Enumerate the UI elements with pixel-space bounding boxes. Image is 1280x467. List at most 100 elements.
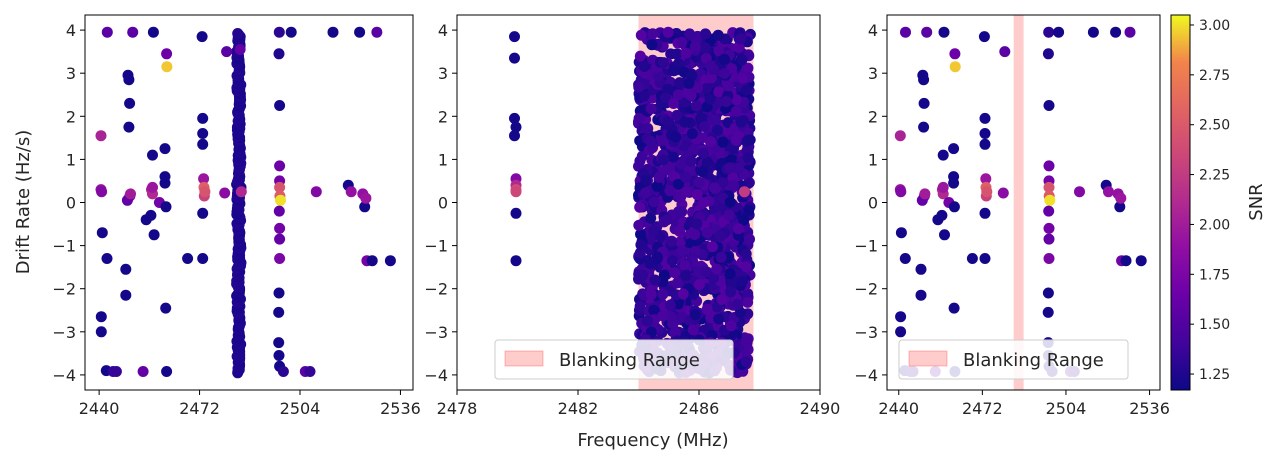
scatter-point (1135, 255, 1147, 267)
scatter-point (668, 65, 680, 77)
scatter-point (633, 219, 645, 231)
scatter-point (680, 47, 692, 59)
scatter-point (640, 175, 652, 187)
legend-blanking-zoom: Blanking Range (494, 339, 734, 380)
scatter-point (698, 197, 710, 209)
scatter-point (662, 116, 674, 128)
scatter-point (660, 163, 672, 175)
y-tick-label: −3 (424, 323, 448, 342)
colorbar-label: SNR (1246, 183, 1267, 220)
scatter-point (145, 209, 157, 221)
scatter-point (648, 196, 660, 208)
scatter-point (675, 236, 686, 248)
scatter-point (197, 128, 209, 139)
scatter-point (692, 266, 704, 277)
scatter-point (687, 324, 699, 336)
legend-box (898, 339, 1129, 380)
scatter-point (1043, 222, 1055, 234)
scatter-point (101, 253, 113, 264)
x-tick-label: 2504 (1046, 399, 1087, 418)
scatter-point (196, 31, 208, 43)
scatter-point (1043, 160, 1055, 172)
legend-swatch (908, 350, 948, 367)
scatter-point (354, 26, 366, 38)
scatter-point (360, 192, 372, 204)
y-tick-label: 3 (66, 64, 76, 83)
scatter-point (161, 48, 173, 60)
scatter-point (997, 187, 1009, 199)
scatter-point (724, 196, 736, 208)
scatter-point (743, 204, 755, 216)
scatter-point (647, 28, 659, 40)
y-tick-label: 2 (438, 107, 448, 126)
scatter-point (680, 269, 692, 281)
scatter-point (732, 223, 744, 235)
scatter-point (719, 68, 731, 80)
scatter-point (327, 26, 339, 38)
scatter-point (697, 166, 709, 178)
scatter-point (708, 272, 719, 284)
scatter-point (704, 93, 716, 105)
scatter-point (96, 186, 108, 198)
scatter-point (937, 181, 949, 193)
scatter-point (718, 53, 730, 65)
scatter-point (123, 121, 135, 133)
y-tick-label: −1 (854, 237, 878, 256)
legend-box (494, 339, 734, 380)
scatter-point (979, 207, 991, 219)
scatter-point (735, 116, 747, 128)
scatter-point (685, 155, 697, 167)
scatter-point (1044, 194, 1056, 206)
scatter-point (273, 205, 285, 217)
colorbar-ticks: 1.25 1.50 1.75 2.00 2.25 2.50 2.75 3.00 (1190, 18, 1230, 383)
y-tick-label: 1 (438, 150, 448, 169)
scatter-point (979, 253, 991, 264)
scatter-point (744, 233, 755, 245)
y-tick-label: −3 (52, 323, 76, 342)
y-tick-label: −3 (854, 323, 878, 342)
scatter-point (639, 187, 651, 199)
colorbar-tick-label: 2.25 (1199, 168, 1230, 184)
scatter-point (699, 28, 711, 40)
scatter-point (310, 186, 322, 198)
scatter-point (899, 253, 911, 264)
scatter-point (917, 69, 929, 81)
scatter-point (1087, 26, 1099, 38)
scatter-point (120, 263, 132, 275)
blanking-range-band (1013, 15, 1024, 390)
scatter-point (671, 277, 683, 289)
colorbar-tick-label: 1.25 (1199, 367, 1230, 383)
scatter-point (915, 289, 927, 301)
scatter-point (978, 31, 990, 43)
scatter-point (1043, 26, 1055, 38)
x-tick-label: 2472 (962, 399, 1003, 418)
scatter-point (634, 300, 646, 312)
scatter-point (509, 112, 520, 124)
scatter-point (285, 26, 297, 38)
y-tick-label: 4 (438, 21, 448, 40)
scatter-point (1042, 48, 1054, 60)
scatter-point (234, 44, 246, 55)
scatter-point (1110, 26, 1122, 38)
y-tick-label: −2 (424, 280, 448, 299)
scatter-point (651, 251, 663, 263)
scatter-point (637, 269, 649, 281)
scatter-point (915, 263, 927, 275)
scatter-point (948, 302, 960, 314)
y-tick-label: −2 (854, 280, 878, 299)
scatter-point (510, 121, 522, 133)
scatter-point (199, 186, 211, 198)
scatter-point (1043, 205, 1055, 217)
scatter-point (96, 227, 108, 239)
x-tick-label: 2536 (1129, 399, 1170, 418)
scatter-point (716, 294, 728, 305)
scatter-point (671, 48, 682, 60)
scatter-point (1114, 201, 1126, 213)
scatter-point (235, 186, 247, 198)
scatter-point (738, 186, 750, 198)
axes-ticks-full-band: 2440 2472 2504 2536 −4 −3 −2 −1 0 1 2 3 4 (52, 21, 420, 418)
panel-blanked-result: 2440 2472 2504 2536 −4 −3 −2 −1 0 1 2 3 4 Blanking R… (854, 14, 1170, 418)
axes-ticks-blanked-result: 2440 2472 2504 2536 −4 −3 −2 −1 0 1 2 3 4 (854, 21, 1170, 418)
scatter-point (648, 225, 660, 237)
